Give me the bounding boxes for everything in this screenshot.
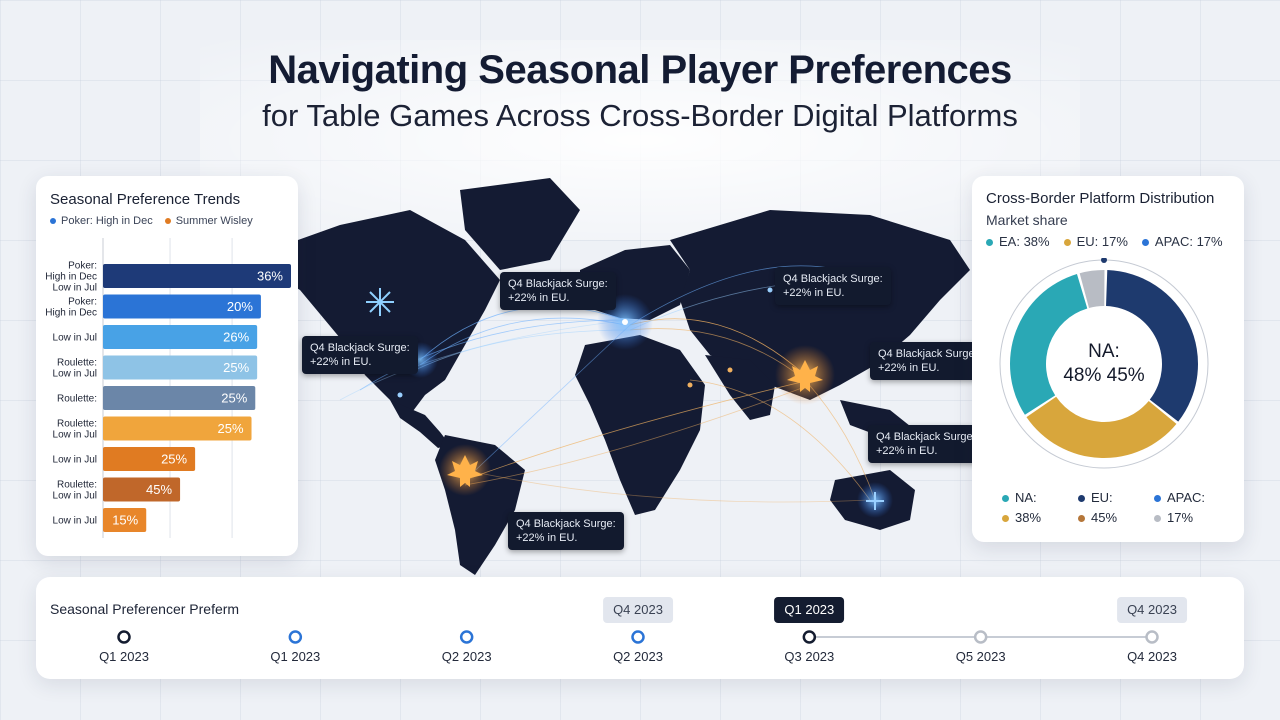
legend-item-ea: EA: 38% xyxy=(986,234,1050,249)
legend-item-summer: Summer Wisley xyxy=(164,215,253,227)
bar-category-label-5: Roulette: Low in Jul xyxy=(53,419,97,441)
legend-bottom-na-label: NA: xyxy=(1002,490,1078,510)
bar-1 xyxy=(103,294,261,319)
donut-slice-apac xyxy=(1079,270,1105,308)
legend-item-poker: Poker: High in Dec xyxy=(50,215,153,227)
timeline-node-0[interactable] xyxy=(117,630,131,644)
timeline-label-5: Q5 2023 xyxy=(955,649,1006,664)
donut-chart-title: Cross-Border Platform Distribution xyxy=(986,190,1215,207)
timeline-node-5[interactable] xyxy=(973,630,988,644)
legend-item-apac: APAC: 17% xyxy=(1141,234,1223,249)
platform-distribution-panel: Cross-Border Platform Distribution Marke… xyxy=(972,176,1244,542)
legend-bottom-eu-label: EU: xyxy=(1078,490,1154,510)
bar-value-label-3: 25% xyxy=(223,360,249,375)
bar-7 xyxy=(103,477,181,502)
legend-bottom-apac-label: APAC: xyxy=(1154,490,1230,510)
bar-value-label-4: 25% xyxy=(221,391,247,406)
timeline-label-0: Q1 2023 xyxy=(99,649,149,664)
bar-6 xyxy=(103,447,196,471)
timeline-panel: Seasonal Preferencer Preferm Q1 2023 Q1 2… xyxy=(36,577,1244,679)
bar-5 xyxy=(103,416,252,441)
donut-slice-eu xyxy=(1106,270,1198,422)
world-map: Q4 Blackjack Surge: +22% in EU. Q4 Black… xyxy=(250,170,990,590)
bar-3 xyxy=(103,355,258,380)
donut-slice-na xyxy=(1026,396,1177,459)
maple-leaf-icon xyxy=(447,455,483,487)
bar-category-label-7: Roulette: Low in Jul xyxy=(53,480,97,502)
map-annotation-europe: Q4 Blackjack Surge: +22% in EU. xyxy=(500,272,616,310)
donut-hole xyxy=(1047,307,1161,421)
map-annotation-south-america: Q4 Blackjack Surge: +22% in EU. xyxy=(508,512,624,550)
bar-4 xyxy=(103,386,256,410)
donut-chart-subtitle: Market share xyxy=(986,212,1068,228)
bar-category-label-4: Roulette: xyxy=(57,394,97,405)
donut-slice-ea xyxy=(1010,273,1088,415)
legend-bottom-na-value: 38% xyxy=(1002,510,1078,530)
bar-value-label-0: 36% xyxy=(257,269,283,284)
timeline-title: Seasonal Preferencer Preferm xyxy=(50,601,240,617)
timeline-chip-1[interactable]: Q1 2023 xyxy=(774,597,845,623)
timeline-label-6: Q4 2023 xyxy=(1127,649,1177,664)
map-annotation-asia: Q4 Blackjack Surge: +22% in EU. xyxy=(870,342,986,380)
timeline-chip-0[interactable]: Q4 2023 xyxy=(603,597,673,623)
bar-category-label-8: Low in Jul xyxy=(53,516,97,527)
timeline-label-4: Q3 2023 xyxy=(784,649,835,664)
background-glow xyxy=(200,40,1080,240)
hub-dot-europe xyxy=(622,319,628,325)
timeline-chip-2[interactable]: Q4 2023 xyxy=(1117,597,1187,623)
maple-leaf-icon xyxy=(787,360,823,392)
bar-2 xyxy=(103,325,258,349)
timeline-node-2[interactable] xyxy=(459,630,474,644)
donut-center-label: NA: 48% 45% xyxy=(1063,341,1145,386)
map-annotation-north-america: Q4 Blackjack Surge: +22% in EU. xyxy=(302,336,418,374)
sparkle-icon xyxy=(866,492,884,510)
bar-category-label-0: Poker: High in Dec Low in Jul xyxy=(45,261,97,294)
bar-category-label-6: Low in Jul xyxy=(53,455,97,466)
timeline-label-3: Q2 2023 xyxy=(613,649,663,664)
bar-category-label-3: Roulette: Low in Jul xyxy=(53,358,97,380)
snowflake-icon xyxy=(366,288,394,316)
continent-central-america xyxy=(390,400,450,448)
bar-value-label-2: 26% xyxy=(223,330,249,345)
bar-value-label-5: 25% xyxy=(217,421,243,436)
donut-legend-top: EA: 38% EU: 17% APAC: 17% xyxy=(986,234,1223,249)
continent-north-america xyxy=(270,210,500,415)
continent-greenland xyxy=(460,178,580,270)
bar-chart-title: Seasonal Preference Trends xyxy=(50,191,241,208)
bar-8 xyxy=(103,508,147,532)
map-annotation-russia: Q4 Blackjack Surge: +22% in EU. xyxy=(775,267,891,305)
map-annotation-southeast-asia: Q4 Blackjack Surge: +22% in EU. xyxy=(868,425,984,463)
timeline-node-1[interactable] xyxy=(288,630,303,644)
donut-ring-marker xyxy=(1101,258,1107,263)
bar-category-label-2: Low in Jul xyxy=(53,333,97,344)
legend-item-eu: EU: 17% xyxy=(1063,234,1128,249)
continent-asia xyxy=(670,210,970,400)
bar-value-label-8: 15% xyxy=(112,513,138,528)
timeline-track xyxy=(117,630,1159,644)
page-subtitle: for Table Games Across Cross-Border Digi… xyxy=(262,98,1018,133)
bar-category-label-1: Poker: High in Dec xyxy=(45,297,97,319)
timeline-node-6[interactable] xyxy=(1145,630,1159,644)
continent-africa xyxy=(575,335,705,515)
bar-value-label-7: 45% xyxy=(146,482,172,497)
bar-chart-legend: Poker: High in Dec Summer Wisley xyxy=(50,215,253,227)
bar-value-label-1: 20% xyxy=(227,299,253,314)
bar-0 xyxy=(103,264,291,288)
timeline-label-2: Q2 2023 xyxy=(441,649,492,664)
page-title: Navigating Seasonal Player Preferences xyxy=(268,48,1012,92)
legend-bottom-apac-value: 17% xyxy=(1154,510,1230,530)
timeline-label-1: Q1 2023 xyxy=(270,649,321,664)
legend-bottom-eu-value: 45% xyxy=(1078,510,1154,530)
donut-chart xyxy=(999,258,1209,469)
seasonal-preference-panel: Seasonal Preference Trends Poker: High i… xyxy=(36,176,298,556)
timeline-node-3[interactable] xyxy=(631,630,645,644)
timeline-node-4[interactable] xyxy=(802,630,817,644)
donut-legend-bottom: NA: EU: APAC: 38% 45% 17% xyxy=(1002,490,1232,530)
bar-value-label-6: 25% xyxy=(161,452,187,467)
